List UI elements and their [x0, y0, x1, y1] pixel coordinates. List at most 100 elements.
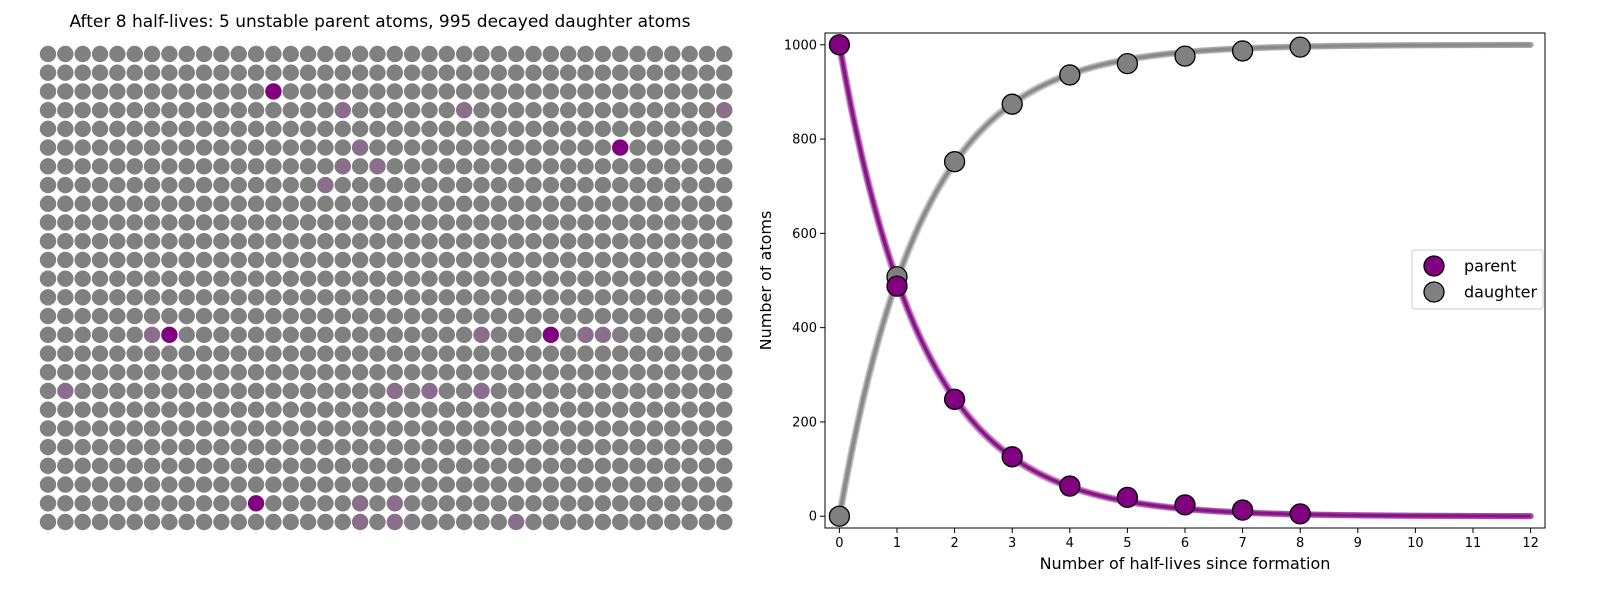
- daughter-atom: [247, 420, 265, 437]
- daughter-atom: [57, 101, 74, 119]
- daughter-atom: [317, 289, 334, 306]
- daughter-atom: [369, 345, 386, 362]
- daughter-atom: [438, 513, 456, 531]
- daughter-atom: [421, 457, 438, 475]
- daughter-atom: [178, 158, 195, 175]
- daughter-atom: [629, 158, 646, 175]
- daughter-atom: [230, 345, 247, 362]
- daughter-atom: [247, 120, 265, 138]
- daughter-atom: [473, 251, 490, 269]
- daughter-atom: [39, 307, 57, 325]
- daughter-atom: [386, 233, 403, 250]
- daughter-atom: [525, 289, 542, 306]
- daughter-atom: [265, 364, 282, 381]
- daughter-atom: [178, 495, 195, 512]
- daughter-atom: [161, 270, 178, 287]
- parent-point: [886, 275, 908, 297]
- daughter-atom: [299, 64, 317, 81]
- daughter-atom: [334, 45, 351, 63]
- daughter-atom: [109, 289, 126, 306]
- daughter-atom: [195, 438, 213, 456]
- daughter-atom: [161, 83, 178, 100]
- daughter-atom: [247, 364, 265, 381]
- daughter-atom: [698, 438, 716, 456]
- daughter-atom: [39, 382, 57, 400]
- daughter-atom: [473, 345, 490, 362]
- daughter-atom: [403, 401, 421, 418]
- daughter-atom: [213, 176, 230, 194]
- daughter-atom: [646, 382, 664, 400]
- daughter-atom: [455, 345, 473, 362]
- daughter-atom: [438, 195, 456, 212]
- daughter-atom: [629, 289, 646, 306]
- daughter-atom: [629, 364, 646, 381]
- daughter-atom: [317, 214, 334, 231]
- daughter-atom: [282, 64, 299, 81]
- daughter-atom: [74, 438, 91, 456]
- daughter-atom: [161, 307, 178, 325]
- daughter-atom: [681, 176, 698, 194]
- parent-atom: [247, 495, 265, 512]
- daughter-atom: [664, 307, 681, 325]
- daughter-atom: [351, 326, 369, 343]
- daughter-atom: [681, 457, 698, 475]
- daughter-atom: [646, 120, 664, 138]
- daughter-atom: [473, 120, 490, 138]
- daughter-atom: [612, 326, 629, 343]
- daughter-atom: [646, 513, 664, 531]
- daughter-atom: [664, 120, 681, 138]
- parent-point: [1116, 486, 1139, 509]
- daughter-atom: [74, 83, 91, 100]
- daughter-atom: [525, 270, 542, 287]
- daughter-atom: [334, 195, 351, 212]
- daughter-atom: [577, 476, 594, 493]
- daughter-atom: [299, 233, 317, 250]
- daughter-atom: [109, 83, 126, 100]
- daughter-atom: [525, 457, 542, 475]
- daughter-atom: [542, 195, 560, 212]
- daughter-atom: [369, 476, 386, 493]
- daughter-atom: [507, 476, 525, 493]
- daughter-atom: [525, 438, 542, 456]
- daughter-atom: [403, 307, 421, 325]
- daughter-atom: [716, 214, 733, 231]
- daughter-atom: [57, 45, 74, 63]
- daughter-atom: [299, 101, 317, 119]
- daughter-atom: [473, 438, 490, 456]
- daughter-atom: [74, 476, 91, 493]
- daughter-atom: [109, 513, 126, 531]
- daughter-atom: [351, 307, 369, 325]
- daughter-atom: [716, 326, 733, 343]
- daughter-atom: [560, 345, 577, 362]
- daughter-atom: [126, 176, 143, 194]
- daughter-atom: [213, 158, 230, 175]
- daughter-atom: [612, 513, 629, 531]
- daughter-atom: [351, 457, 369, 475]
- daughter-atom: [646, 101, 664, 119]
- daughter-atom: [143, 214, 161, 231]
- daughter-atom: [247, 513, 265, 531]
- daughter-atom: [681, 326, 698, 343]
- daughter-atom: [351, 195, 369, 212]
- daughter-atom: [109, 270, 126, 287]
- daughter-atom: [560, 513, 577, 531]
- daughter-atom: [74, 176, 91, 194]
- daughter-atom: [282, 195, 299, 212]
- daughter-atom: [525, 45, 542, 63]
- daughter-atom: [317, 307, 334, 325]
- daughter-atom: [577, 289, 594, 306]
- daughter-atom: [74, 251, 91, 269]
- daughter-atom: [438, 401, 456, 418]
- daughter-point: [1001, 93, 1023, 115]
- x-tick-label: 5: [1123, 536, 1131, 551]
- daughter-atom: [455, 401, 473, 418]
- daughter-atom: [351, 438, 369, 456]
- daughter-atom: [646, 233, 664, 250]
- daughter-atom: [109, 195, 126, 212]
- daughter-atom: [386, 364, 403, 381]
- daughter-atom: [681, 345, 698, 362]
- daughter-atom: [334, 251, 351, 269]
- daughter-atom: [612, 251, 629, 269]
- daughter-atom: [438, 158, 456, 175]
- parent-atom: [161, 326, 178, 343]
